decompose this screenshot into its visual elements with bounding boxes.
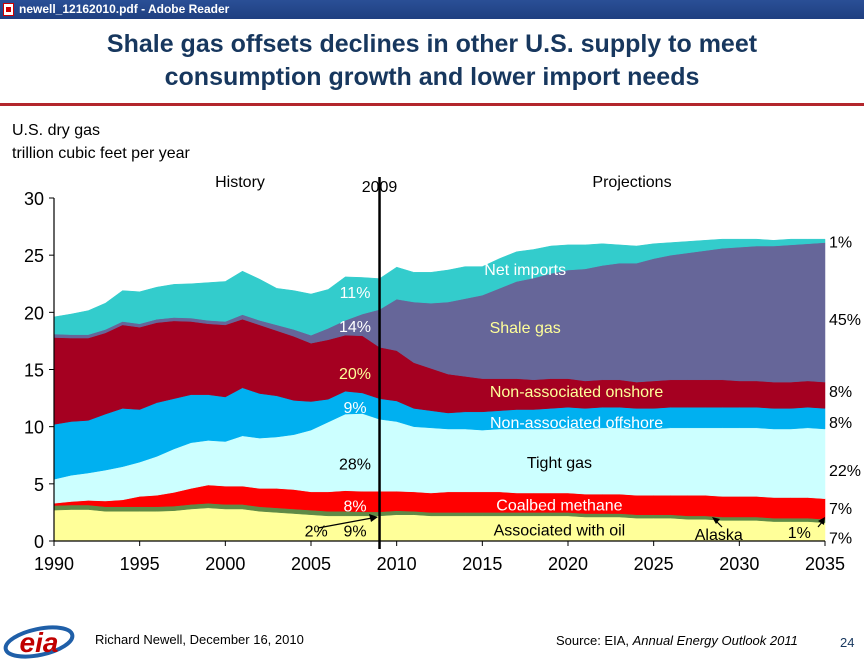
x-tick-label: 2000 [205,554,245,574]
eia-logo-text: eia [20,627,59,658]
unit-label-line-2: trillion cubic feet per year [12,145,190,162]
y-tick-label: 0 [34,532,44,552]
x-tick-label: 2005 [291,554,331,574]
footer-author: Richard Newell, December 16, 2010 [95,632,304,647]
y-tick-label: 5 [34,475,44,495]
x-tick-label: 1990 [34,554,74,574]
x-tick-label: 2035 [805,554,845,574]
arrow-head-2009 [369,514,378,522]
x-tick-label: 2020 [548,554,588,574]
area-label-non-associated-offshore: Non-associated offshore [490,415,663,432]
area-series-group [53,238,826,542]
footer-source: Source: EIA, Annual Energy Outlook 2011 [556,633,798,648]
x-tick-label: 2025 [634,554,674,574]
slide-title-line-1: Shale gas offsets declines in other U.S.… [106,30,758,58]
divider-label: 2009 [362,179,398,196]
eia-logo: eia [3,625,75,659]
pdf-icon [3,3,14,16]
x-tick-label: 1995 [120,554,160,574]
arrow-head-alaska-right [818,517,825,525]
share-2009-label: 14% [339,319,371,336]
share-2009-label: 8% [343,499,366,516]
share-2009-label: 9% [343,400,366,417]
share-2009-label: 20% [339,366,371,383]
share-2035-label: 1% [788,525,811,542]
area-label-alaska: Alaska [695,527,743,544]
y-tick-label: 10 [24,418,44,438]
y-tick-label: 15 [24,361,44,381]
area-label-shale-gas: Shale gas [490,320,561,337]
area-label-net-imports: Net imports [484,262,566,279]
area-label-coalbed-methane: Coalbed methane [496,497,622,514]
share-2009-label: 11% [340,285,371,302]
x-tick-label: 2015 [462,554,502,574]
title-divider [0,103,864,106]
arrow-head-alaska-left [712,517,720,524]
area-label-associated-with-oil: Associated with oil [494,523,626,540]
slide-title-line-2: consumption growth and lower import need… [164,63,700,91]
y-tick-label: 25 [24,246,44,266]
window-titlebar: newell_12162010.pdf - Adobe Reader [0,0,864,19]
y-tick-label: 20 [24,303,44,323]
source-prefix: Source: EIA, [556,633,633,648]
y-tick-label: 30 [24,189,44,209]
area-label-tight-gas: Tight gas [527,455,592,472]
area-label-non-associated-onshore: Non-associated onshore [490,384,664,401]
share-2035-label: 45% [829,312,861,329]
window-title: newell_12162010.pdf - Adobe Reader [19,2,230,16]
arrow-2009-alaska [317,517,373,529]
page-number: 24 [840,635,855,650]
share-2035-label: 22% [829,463,861,480]
share-2035-label: 7% [829,531,852,548]
share-2035-label: 8% [829,415,852,432]
share-2009-label: 2% [305,524,328,541]
area-net-imports [53,238,826,336]
share-2035-label: 1% [829,234,852,251]
x-tick-label: 2030 [719,554,759,574]
slide-title: Shale gas offsets declines in other U.S.… [0,28,864,94]
x-tick-label: 2010 [377,554,417,574]
source-title: Annual Energy Outlook 2011 [632,633,798,648]
share-2035-label: 7% [829,501,852,518]
projections-label: Projections [592,174,671,191]
history-label: History [215,174,265,191]
share-2009-label: 28% [339,456,371,473]
share-2009-label: 9% [343,524,366,541]
unit-label-line-1: U.S. dry gas [12,122,101,139]
unit-label: U.S. dry gas trillion cubic feet per yea… [12,119,190,165]
share-2035-label: 8% [829,384,852,401]
